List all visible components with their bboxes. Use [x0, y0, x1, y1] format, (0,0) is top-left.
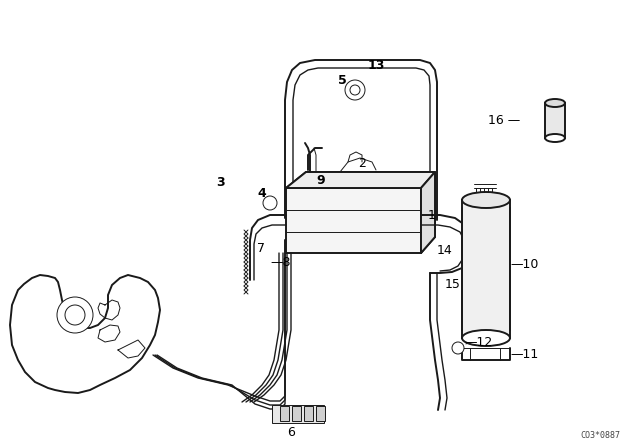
Text: 9: 9 [316, 173, 324, 186]
Polygon shape [10, 275, 160, 393]
Text: 5: 5 [338, 73, 347, 86]
Text: 2: 2 [358, 156, 366, 169]
Text: 1: 1 [428, 208, 436, 221]
Text: 4: 4 [257, 186, 266, 199]
Text: 7: 7 [257, 241, 265, 254]
Bar [304, 406, 313, 421]
Polygon shape [286, 172, 435, 188]
Text: —8: —8 [270, 255, 291, 268]
Circle shape [452, 342, 464, 354]
Text: —10: —10 [510, 258, 538, 271]
Ellipse shape [462, 330, 510, 346]
Bar [462, 200, 510, 338]
Text: 16 —: 16 — [488, 113, 520, 126]
Circle shape [65, 305, 85, 325]
Ellipse shape [462, 192, 510, 208]
Ellipse shape [545, 134, 565, 142]
Text: 3: 3 [216, 176, 225, 189]
Bar [292, 406, 301, 421]
Bar [316, 406, 325, 421]
Text: 6: 6 [287, 426, 295, 439]
Bar [280, 406, 289, 421]
Text: CO3*0887: CO3*0887 [580, 431, 620, 439]
Bar [286, 188, 421, 253]
Circle shape [350, 85, 360, 95]
Circle shape [57, 297, 93, 333]
Circle shape [345, 80, 365, 100]
Polygon shape [421, 172, 435, 253]
Text: —11: —11 [510, 349, 538, 362]
Text: 13: 13 [368, 59, 385, 72]
Text: 14: 14 [437, 244, 452, 257]
Bar [545, 103, 565, 138]
Circle shape [263, 196, 277, 210]
Bar [272, 405, 324, 423]
Text: —12: —12 [464, 336, 492, 349]
Ellipse shape [545, 99, 565, 107]
Text: 15: 15 [445, 279, 461, 292]
